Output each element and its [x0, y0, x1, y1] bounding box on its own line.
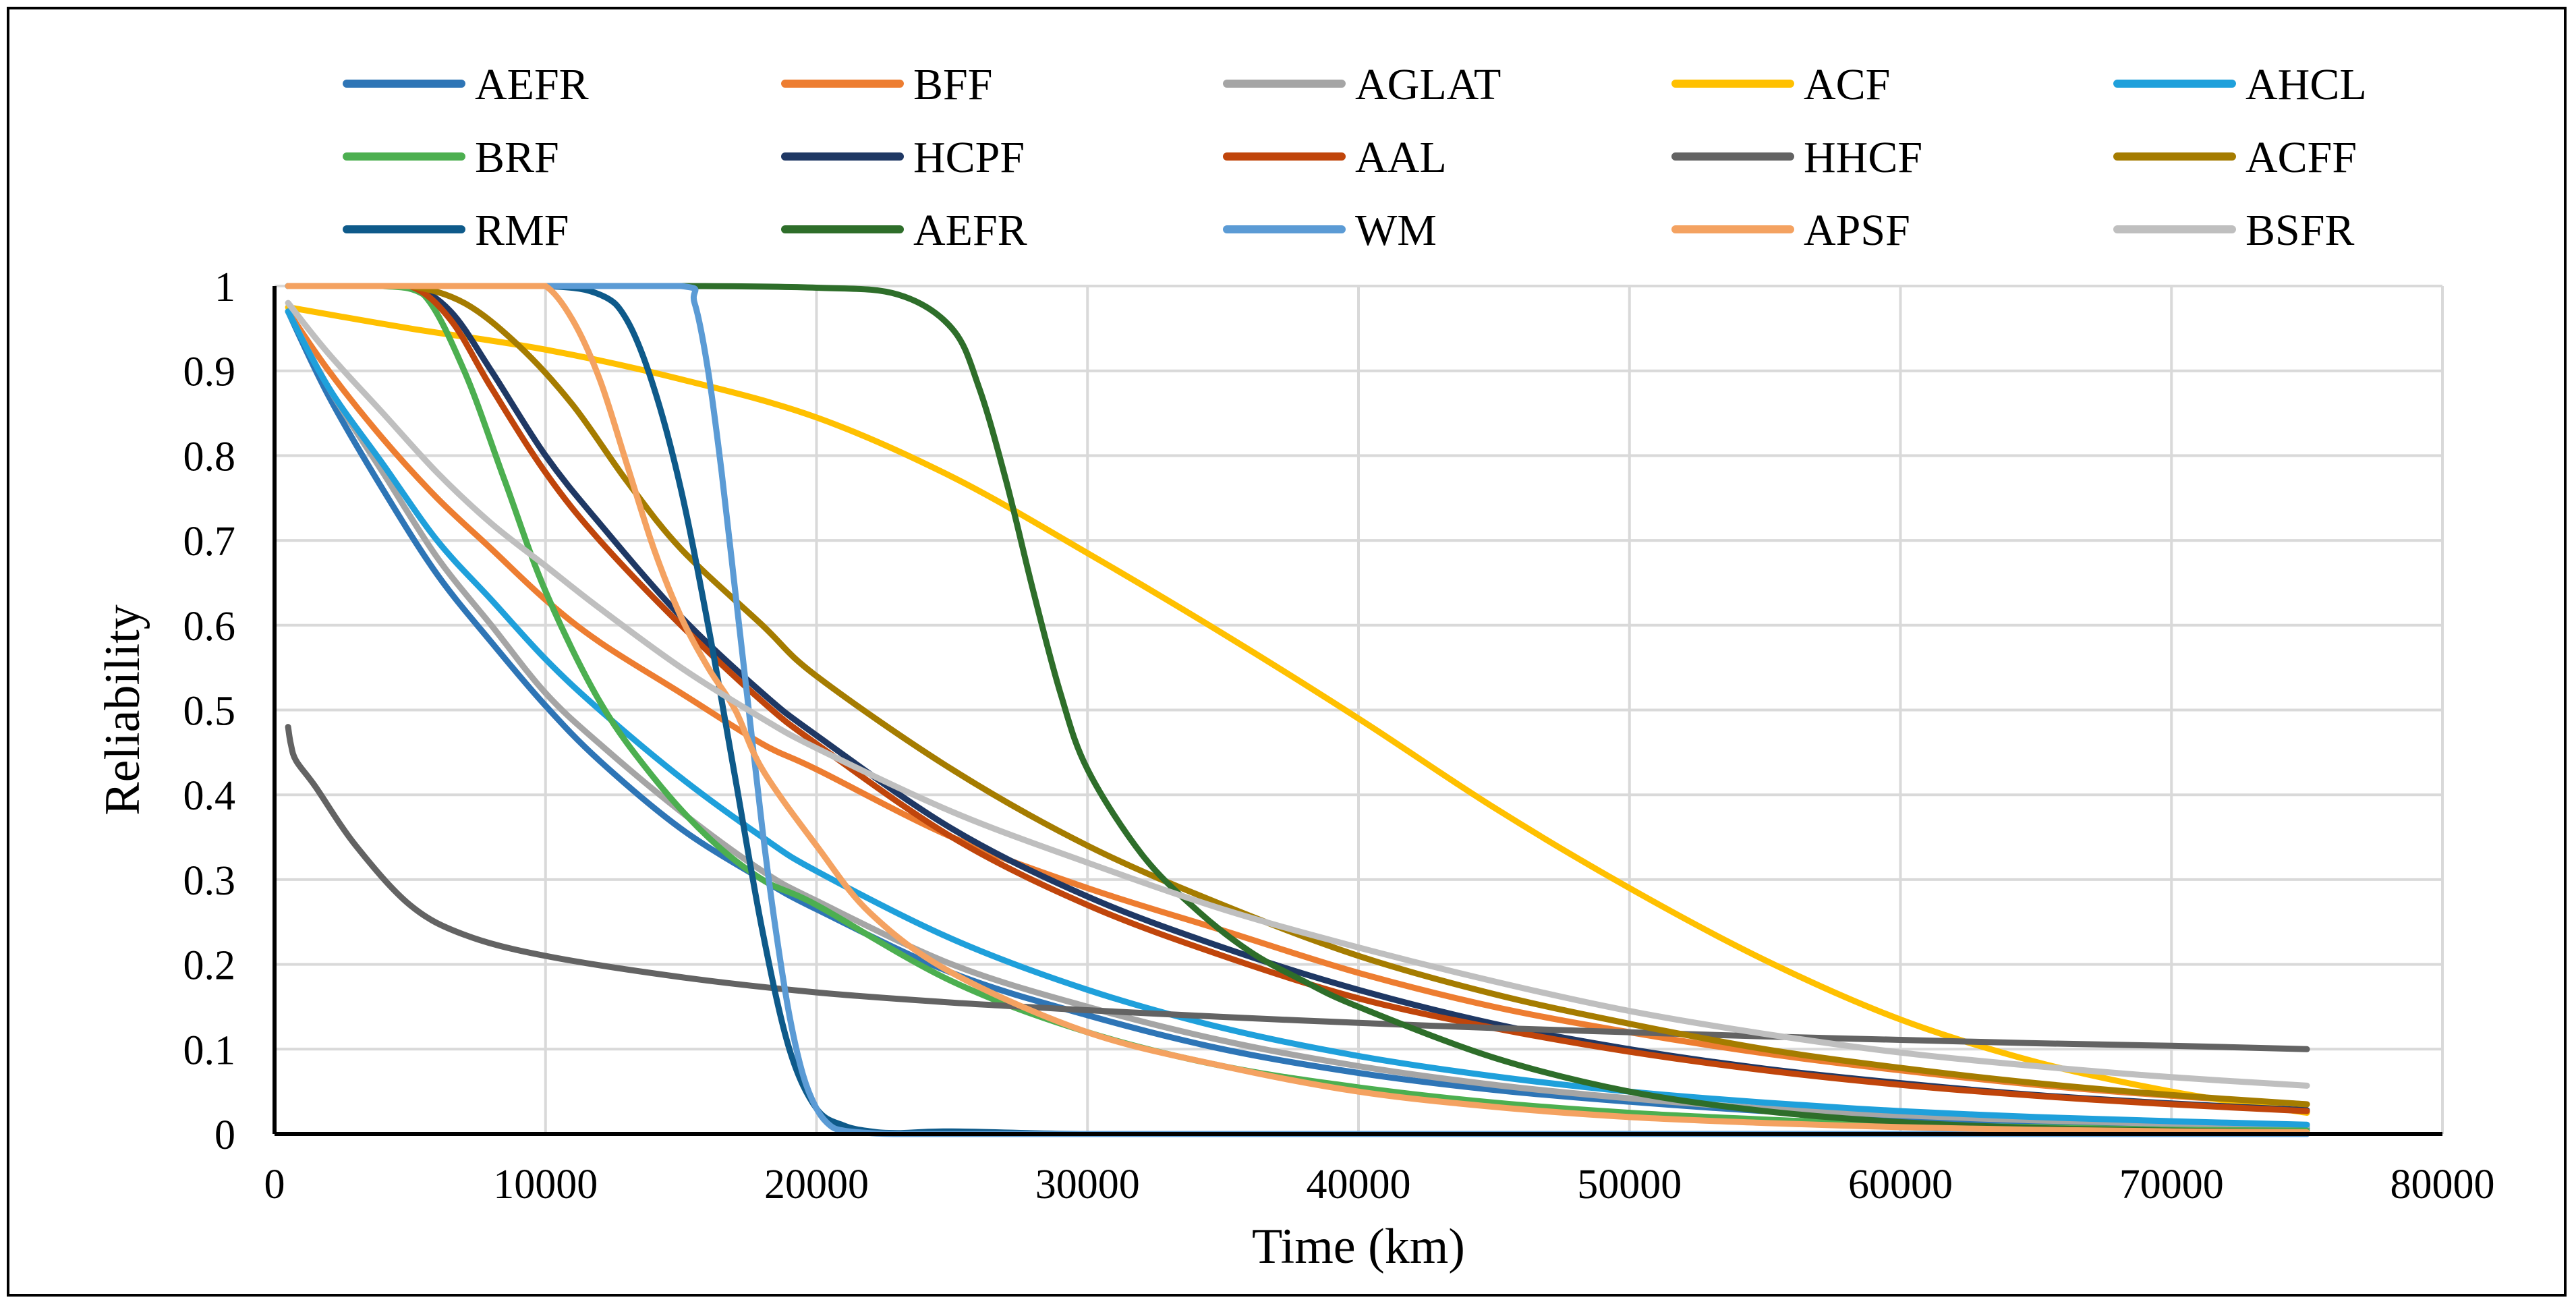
x-tick-label: 0	[264, 1162, 285, 1208]
x-axis-title: Time (km)	[1252, 1219, 1465, 1274]
legend-label: ACF	[1804, 60, 1890, 109]
legend-item: ACFF	[2113, 133, 2357, 182]
y-tick-label: 0.3	[183, 858, 236, 904]
legend: AEFR BFF AGLAT ACF AHCL BRF HCPF AAL HHCF ACFF RMF…	[343, 60, 2367, 255]
legend-label: APSF	[1804, 206, 1910, 255]
y-tick-label: 0.5	[183, 689, 236, 735]
series-line-aefr-11	[285, 283, 2310, 1135]
x-tick-label: 70000	[2119, 1162, 2224, 1208]
series-line-acff-9	[285, 283, 2310, 1108]
legend-label: HHCF	[1804, 133, 1922, 182]
y-tick-label: 0.7	[183, 519, 236, 565]
legend-label: AHCL	[2245, 60, 2367, 109]
series-line-ahcl-4	[285, 308, 2310, 1128]
legend-label: ACFF	[2245, 133, 2357, 182]
chart-frame: 0 10000 20000 30000 40000 50000 60000 70000 8000…	[7, 7, 2567, 1297]
series-line-hhcf-8	[285, 724, 2310, 1052]
series-line-aglat-2	[285, 308, 2310, 1130]
legend-label: AEFR	[913, 206, 1027, 255]
legend-item: AHCL	[2113, 60, 2367, 109]
legend-item: BRF	[343, 133, 559, 182]
legend-item: WM	[1223, 206, 1437, 255]
legend-item: AEFR	[343, 60, 589, 109]
legend-label: BFF	[913, 60, 992, 109]
axes	[273, 286, 2442, 1136]
legend-item: HCPF	[781, 133, 1025, 182]
x-tick-label: 80000	[2391, 1162, 2495, 1208]
y-tick-label: 0	[214, 1112, 235, 1158]
series-line-brf-5	[285, 283, 2310, 1134]
legend-label: AGLAT	[1355, 60, 1501, 109]
y-tick-label: 1	[214, 264, 235, 310]
x-tick-label: 50000	[1577, 1162, 1682, 1208]
legend-label: HCPF	[913, 133, 1025, 182]
legend-item: BFF	[781, 60, 992, 109]
legend-item: HHCF	[1671, 133, 1922, 182]
legend-label: AEFR	[475, 60, 589, 109]
legend-label: WM	[1355, 206, 1437, 255]
legend-label: RMF	[475, 206, 569, 255]
series-line-aal-7	[285, 283, 2310, 1114]
series-line-apsf-13	[285, 283, 2310, 1135]
x-tick-label: 60000	[1848, 1162, 1953, 1208]
legend-item: ACF	[1671, 60, 1890, 109]
legend-item: BSFR	[2113, 206, 2354, 255]
y-axis-title: Reliability	[95, 604, 150, 815]
x-tick-label: 10000	[493, 1162, 598, 1208]
legend-item: APSF	[1671, 206, 1910, 255]
x-tick-label: 30000	[1035, 1162, 1140, 1208]
y-axis-ticks: 0 0.1 0.2 0.3 0.4 0.5 0.6 0.7 0.8 0.9 1	[183, 264, 236, 1158]
y-tick-label: 0.2	[183, 943, 236, 989]
y-tick-label: 0.6	[183, 604, 236, 650]
legend-item: AAL	[1223, 133, 1447, 182]
x-axis-ticks: 0 10000 20000 30000 40000 50000 60000 70000 8000…	[264, 1162, 2495, 1208]
legend-label: BRF	[475, 133, 559, 182]
legend-item: AGLAT	[1223, 60, 1501, 109]
x-tick-label: 20000	[764, 1162, 869, 1208]
line-chart: 0 10000 20000 30000 40000 50000 60000 70000 8000…	[95, 60, 2495, 1274]
series-line-hcpf-6	[285, 283, 2310, 1114]
y-tick-label: 0.9	[183, 349, 236, 395]
legend-item: AEFR	[781, 206, 1027, 255]
series-line-bsfr-14	[285, 300, 2310, 1089]
legend-label: AAL	[1355, 133, 1447, 182]
legend-label: BSFR	[2245, 206, 2354, 255]
y-tick-label: 0.8	[183, 434, 236, 480]
y-tick-label: 0.4	[183, 773, 236, 819]
legend-item: RMF	[343, 206, 569, 255]
x-tick-label: 40000	[1307, 1162, 1411, 1208]
y-tick-label: 0.1	[183, 1027, 236, 1073]
